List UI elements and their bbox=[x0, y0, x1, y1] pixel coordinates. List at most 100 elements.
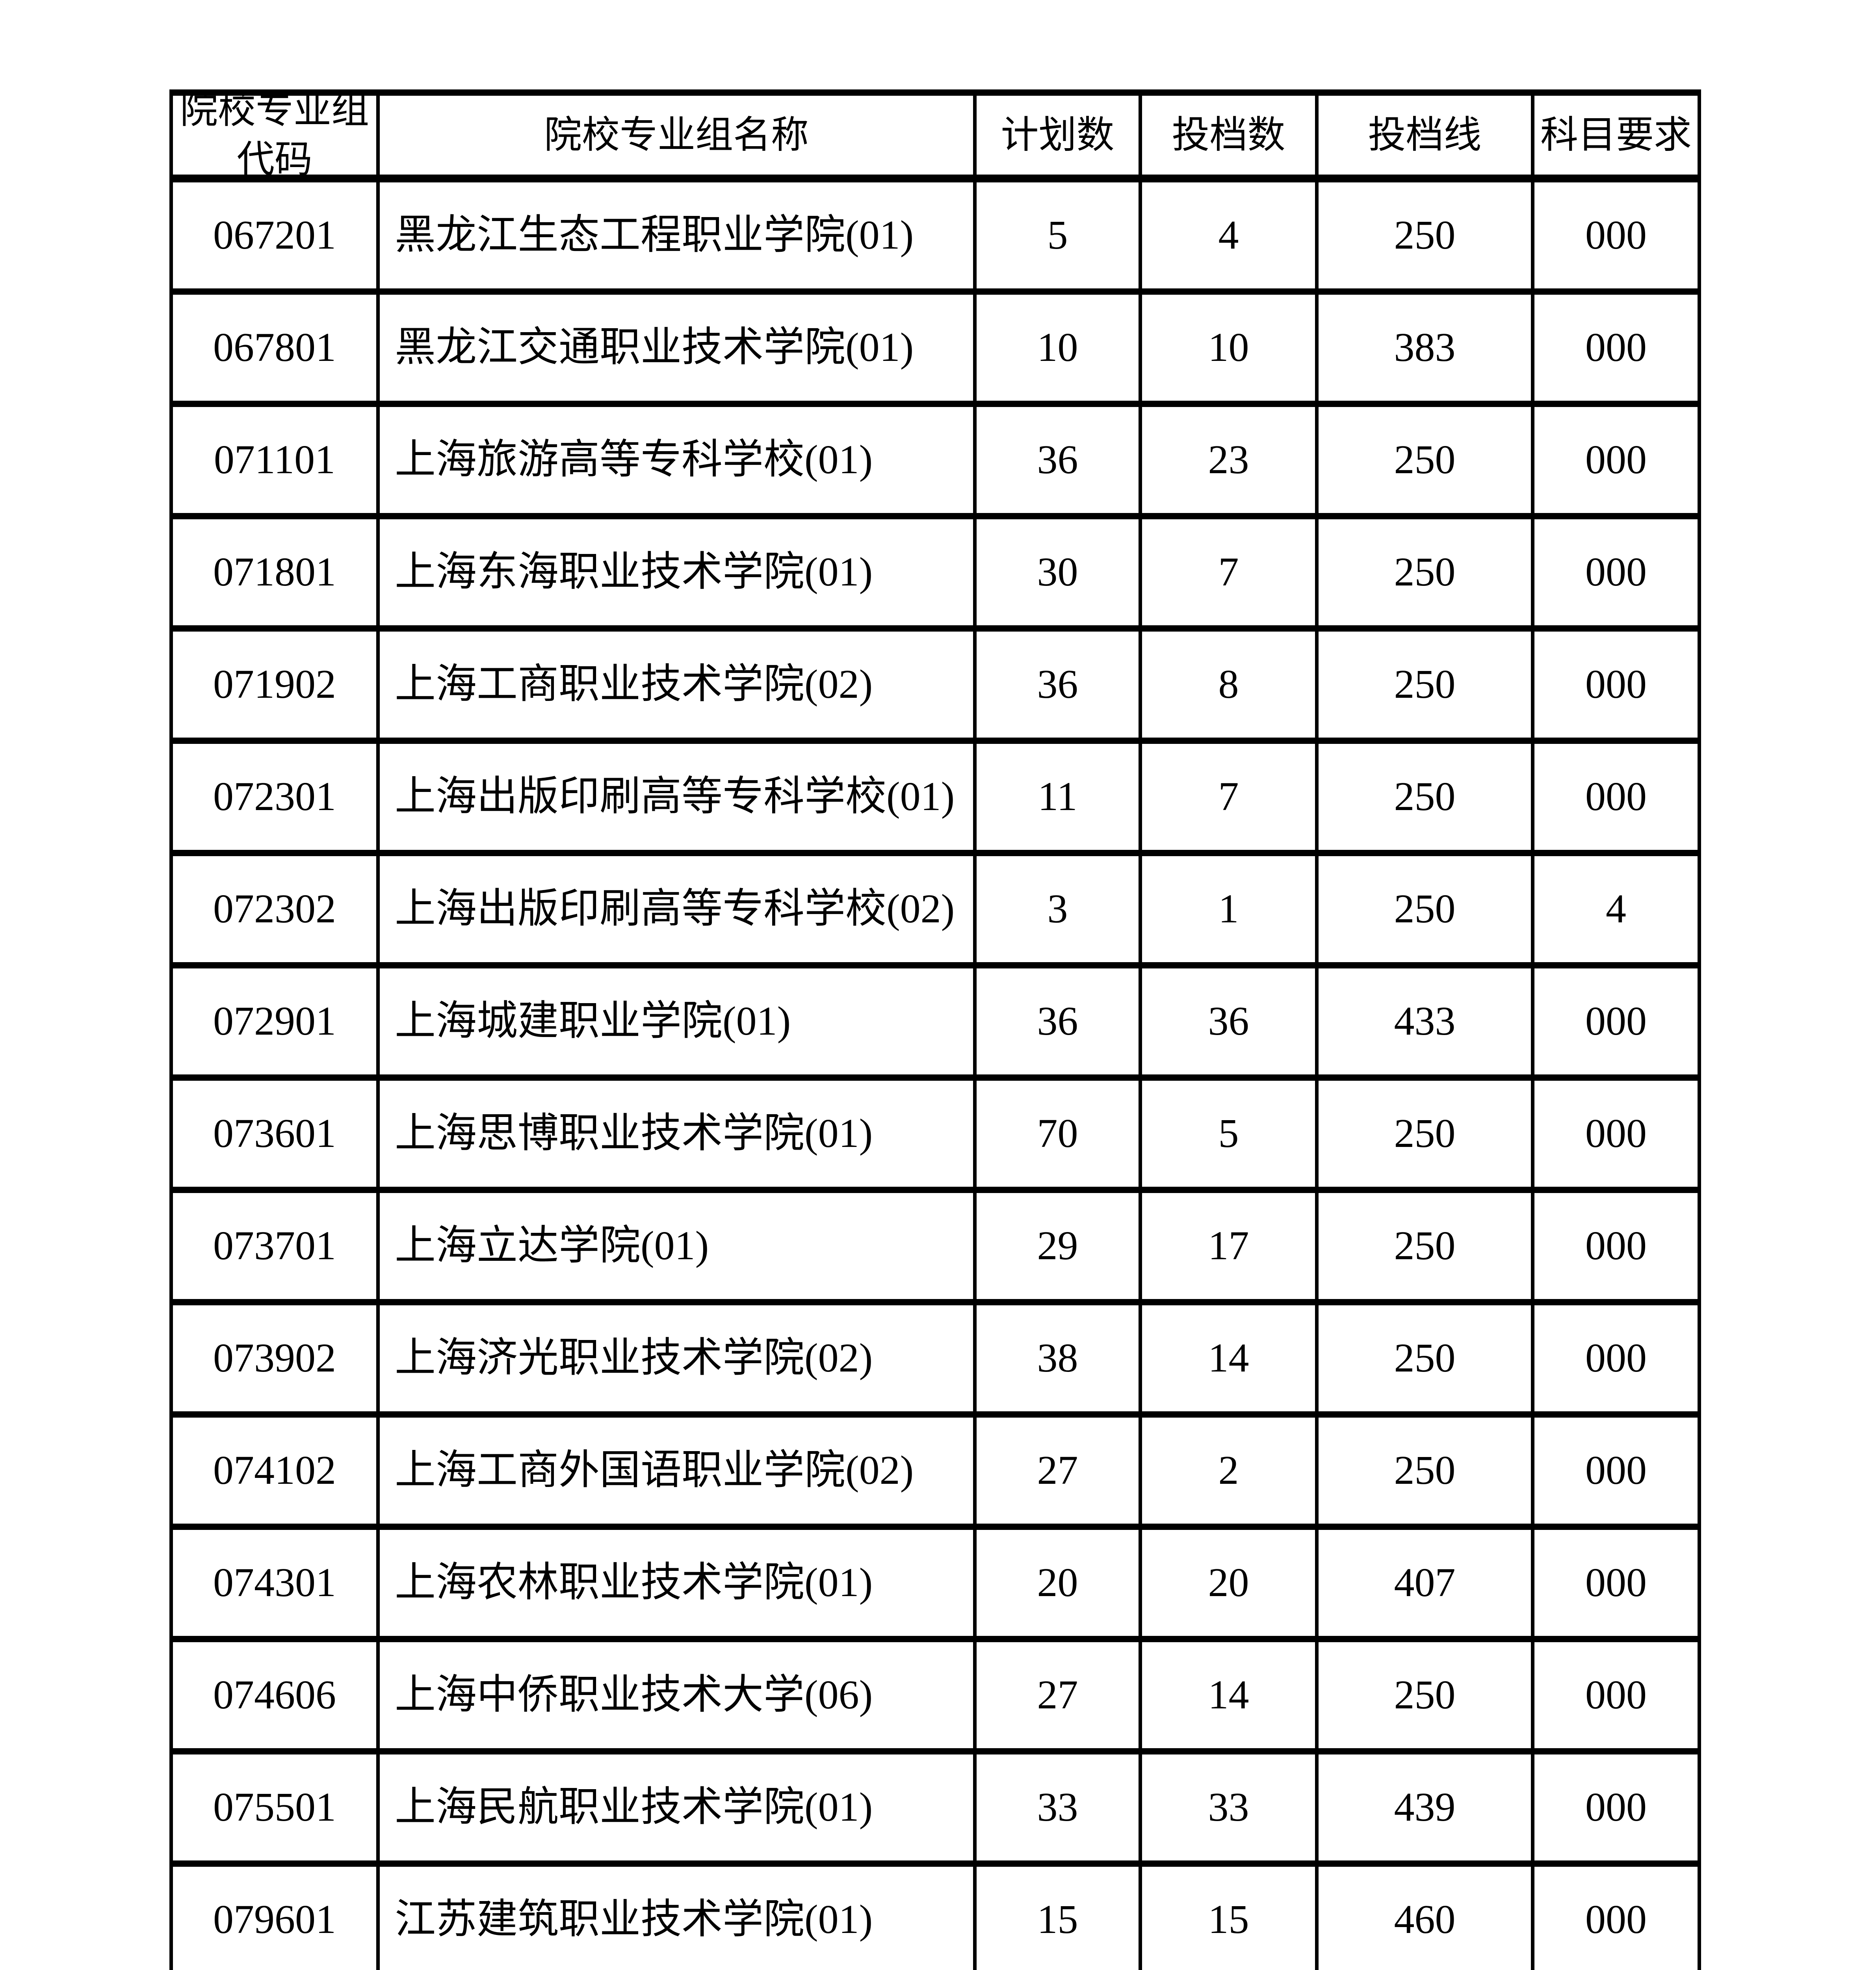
cell-plan-count: 15 bbox=[977, 1867, 1142, 1970]
cell-plan-count: 27 bbox=[977, 1642, 1142, 1748]
table-row: 079601 江苏建筑职业技术学院(01) 15 15 460 000 bbox=[173, 1867, 1698, 1970]
cell-group-code: 072302 bbox=[173, 856, 380, 962]
cell-group-code: 074102 bbox=[173, 1418, 380, 1524]
cell-file-count: 20 bbox=[1142, 1530, 1319, 1636]
cell-file-line: 250 bbox=[1319, 744, 1534, 850]
cell-file-line: 250 bbox=[1319, 632, 1534, 738]
cell-group-name: 上海工商外国语职业学院(02) bbox=[380, 1418, 977, 1524]
cell-group-code: 067801 bbox=[173, 295, 380, 401]
cell-file-count: 7 bbox=[1142, 519, 1319, 625]
cell-subject-req: 000 bbox=[1585, 662, 1647, 707]
cell-group-code: 071902 bbox=[173, 632, 380, 738]
cell-group-name: 上海思博职业技术学院(01) bbox=[380, 1081, 977, 1187]
cell-plan-count: 27 bbox=[977, 1418, 1142, 1524]
cell-group-code: 071801 bbox=[173, 519, 380, 625]
cell-subject-req: 000 bbox=[1585, 1223, 1647, 1269]
cell-file-count: 7 bbox=[1142, 744, 1319, 850]
cell-file-count: 5 bbox=[1142, 1081, 1319, 1187]
cell-file-line: 250 bbox=[1319, 1193, 1534, 1299]
cell-plan-count: 11 bbox=[977, 744, 1142, 850]
cell-plan-count: 29 bbox=[977, 1193, 1142, 1299]
cell-group-code: 079601 bbox=[173, 1867, 380, 1970]
cell-group-code: 072901 bbox=[173, 968, 380, 1074]
table-row: 074301 上海农林职业技术学院(01) 20 20 407 000 bbox=[173, 1530, 1698, 1642]
cell-plan-count: 10 bbox=[977, 295, 1142, 401]
cell-file-count: 15 bbox=[1142, 1867, 1319, 1970]
header-group-code-line2: 代码 bbox=[237, 138, 312, 175]
cell-plan-count: 3 bbox=[977, 856, 1142, 962]
cell-subject-req: 000 bbox=[1585, 1448, 1647, 1493]
cell-group-code: 073601 bbox=[173, 1081, 380, 1187]
cell-file-count: 23 bbox=[1142, 407, 1319, 513]
cell-plan-count: 5 bbox=[977, 182, 1142, 288]
cell-file-count: 8 bbox=[1142, 632, 1319, 738]
header-cell-group-name: 院校专业组名称 bbox=[380, 96, 977, 175]
cell-file-line: 383 bbox=[1319, 295, 1534, 401]
cell-group-name: 黑龙江交通职业技术学院(01) bbox=[380, 295, 977, 401]
cell-subject-req: 000 bbox=[1585, 1784, 1647, 1830]
cell-group-name: 上海工商职业技术学院(02) bbox=[380, 632, 977, 738]
cell-file-line: 250 bbox=[1319, 519, 1534, 625]
cell-file-line: 439 bbox=[1319, 1754, 1534, 1860]
cell-group-name: 上海济光职业技术学院(02) bbox=[380, 1305, 977, 1411]
cell-group-code: 073701 bbox=[173, 1193, 380, 1299]
cell-subject-req: 000 bbox=[1585, 1560, 1647, 1606]
cell-file-count: 1 bbox=[1142, 856, 1319, 962]
cell-subject-req: 4 bbox=[1606, 886, 1626, 932]
cell-file-line: 250 bbox=[1319, 856, 1534, 962]
table-row: 074102 上海工商外国语职业学院(02) 27 2 250 000 bbox=[173, 1418, 1698, 1530]
cell-subject-req: 000 bbox=[1585, 437, 1647, 483]
table-header-row: 院校专业组 代码 院校专业组名称 计划数 投档数 投档线 科目要求 bbox=[173, 96, 1698, 182]
admission-score-table: 院校专业组 代码 院校专业组名称 计划数 投档数 投档线 科目要求 067201… bbox=[169, 89, 1701, 1970]
cell-plan-count: 70 bbox=[977, 1081, 1142, 1187]
cell-group-name: 上海民航职业技术学院(01) bbox=[380, 1754, 977, 1860]
cell-file-line: 407 bbox=[1319, 1530, 1534, 1636]
cell-group-name: 上海中侨职业技术大学(06) bbox=[380, 1642, 977, 1748]
cell-group-name: 上海东海职业技术学院(01) bbox=[380, 519, 977, 625]
cell-file-line: 250 bbox=[1319, 1642, 1534, 1748]
header-cell-file-count: 投档数 bbox=[1142, 96, 1319, 175]
cell-file-count: 2 bbox=[1142, 1418, 1319, 1524]
cell-group-code: 075501 bbox=[173, 1754, 380, 1860]
cell-subject-req: 000 bbox=[1585, 1672, 1647, 1718]
cell-plan-count: 30 bbox=[977, 519, 1142, 625]
table-row: 073701 上海立达学院(01) 29 17 250 000 bbox=[173, 1193, 1698, 1305]
cell-group-code: 074606 bbox=[173, 1642, 380, 1748]
cell-file-line: 250 bbox=[1319, 1081, 1534, 1187]
cell-plan-count: 38 bbox=[977, 1305, 1142, 1411]
cell-file-line: 433 bbox=[1319, 968, 1534, 1074]
header-cell-subject-req: 科目要求 bbox=[1540, 114, 1692, 156]
cell-plan-count: 20 bbox=[977, 1530, 1142, 1636]
cell-group-name: 上海农林职业技术学院(01) bbox=[380, 1530, 977, 1636]
cell-file-count: 33 bbox=[1142, 1754, 1319, 1860]
header-group-code-line1: 院校专业组 bbox=[180, 96, 369, 132]
cell-group-code: 071101 bbox=[173, 407, 380, 513]
cell-subject-req: 000 bbox=[1585, 998, 1647, 1044]
table-row: 073601 上海思博职业技术学院(01) 70 5 250 000 bbox=[173, 1081, 1698, 1193]
cell-file-line: 250 bbox=[1319, 1418, 1534, 1524]
cell-subject-req: 000 bbox=[1585, 549, 1647, 595]
cell-group-code: 067201 bbox=[173, 182, 380, 288]
cell-subject-req: 000 bbox=[1585, 1335, 1647, 1381]
cell-file-count: 17 bbox=[1142, 1193, 1319, 1299]
cell-plan-count: 36 bbox=[977, 968, 1142, 1074]
table-row: 072301 上海出版印刷高等专科学校(01) 11 7 250 000 bbox=[173, 744, 1698, 856]
table-row: 074606 上海中侨职业技术大学(06) 27 14 250 000 bbox=[173, 1642, 1698, 1754]
cell-file-count: 36 bbox=[1142, 968, 1319, 1074]
table-row: 071101 上海旅游高等专科学校(01) 36 23 250 000 bbox=[173, 407, 1698, 519]
cell-file-count: 14 bbox=[1142, 1642, 1319, 1748]
cell-plan-count: 36 bbox=[977, 407, 1142, 513]
cell-plan-count: 33 bbox=[977, 1754, 1142, 1860]
header-group-code-lines: 院校专业组 代码 bbox=[180, 96, 369, 175]
cell-group-name: 上海出版印刷高等专科学校(01) bbox=[380, 744, 977, 850]
cell-subject-req: 000 bbox=[1585, 774, 1647, 820]
table-body: 067201 黑龙江生态工程职业学院(01) 5 4 250 000 06780… bbox=[173, 182, 1698, 1970]
header-cell-group-code: 院校专业组 代码 bbox=[173, 96, 380, 175]
cell-plan-count: 36 bbox=[977, 632, 1142, 738]
table-row: 067801 黑龙江交通职业技术学院(01) 10 10 383 000 bbox=[173, 295, 1698, 407]
cell-file-line: 460 bbox=[1319, 1867, 1534, 1970]
cell-file-count: 14 bbox=[1142, 1305, 1319, 1411]
cell-subject-req: 000 bbox=[1585, 325, 1647, 370]
table-row: 072302 上海出版印刷高等专科学校(02) 3 1 250 4 bbox=[173, 856, 1698, 968]
cell-file-line: 250 bbox=[1319, 182, 1534, 288]
